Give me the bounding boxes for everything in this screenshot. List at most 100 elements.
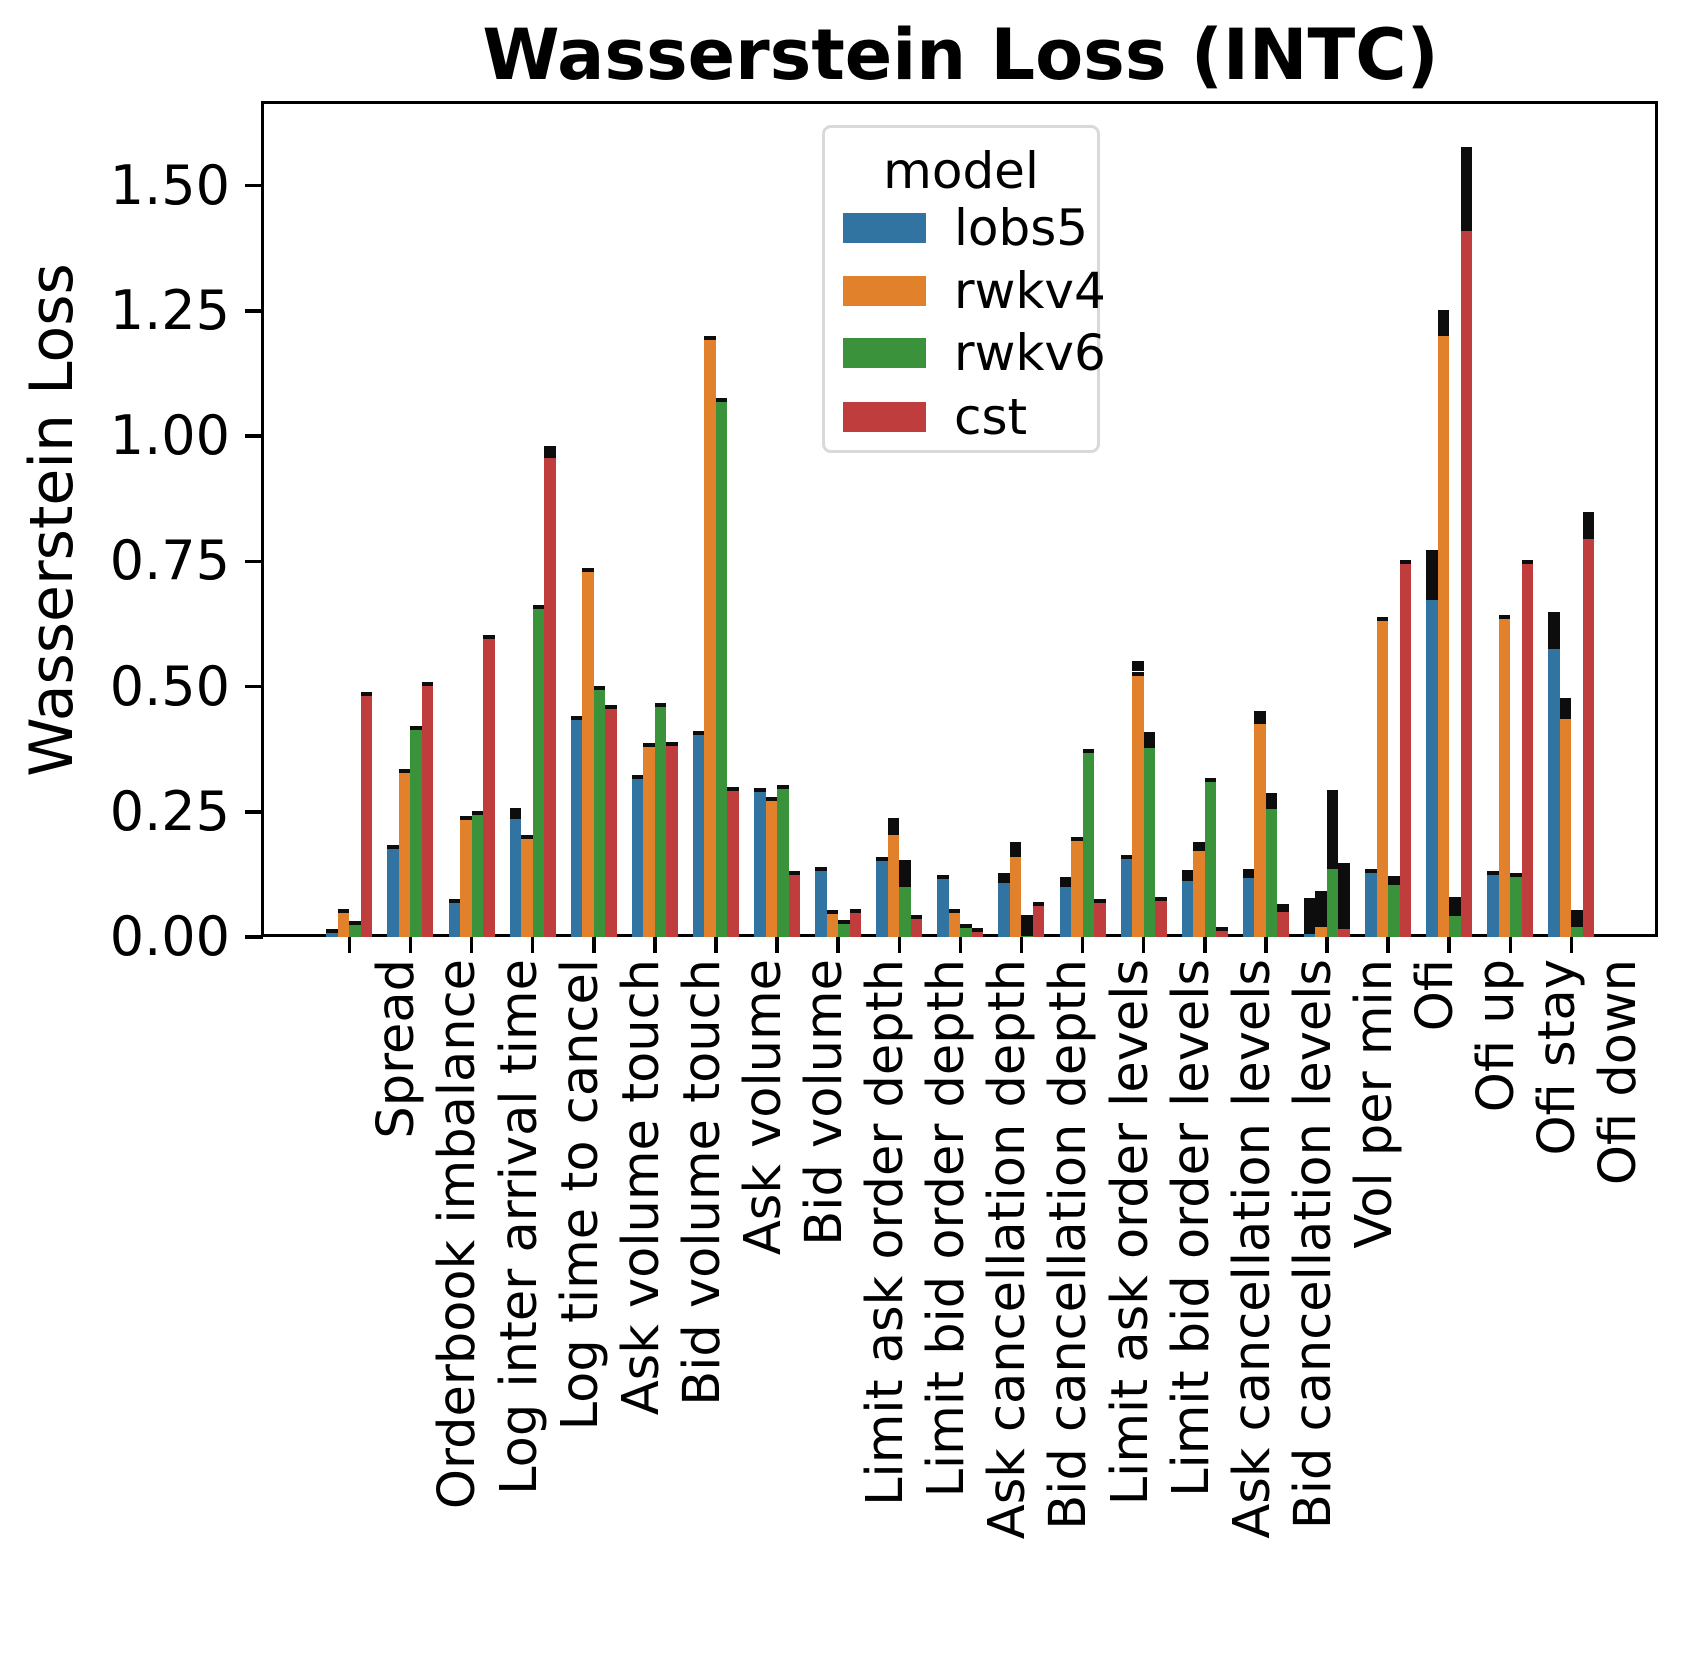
error-bar-rwkv6-13 <box>1143 732 1156 745</box>
error-bar-lobs5-14 <box>1181 870 1194 877</box>
bar-lobs5-1 <box>387 844 399 937</box>
legend: model lobs5 rwkv4 rwkv6 cst <box>822 125 1106 453</box>
x-tick-mark <box>1325 937 1329 953</box>
bar-lobs5-16 <box>1303 930 1316 937</box>
x-tick-mark <box>530 937 535 953</box>
bar-cst-6 <box>727 786 739 937</box>
x-tick-label: Ask volume <box>733 959 793 1256</box>
bar-rwkv6-17 <box>1388 880 1400 937</box>
x-tick-mark <box>775 937 779 953</box>
bar-rwkv4-13 <box>1132 671 1144 937</box>
legend-label-cst: cst <box>954 388 1028 446</box>
x-tick-label: Ofi stay <box>1528 959 1588 1156</box>
bar-cst-2 <box>483 634 495 937</box>
bar-lobs5-2 <box>448 898 460 937</box>
legend-label-rwkv4: rwkv4 <box>954 262 1106 320</box>
bar-lobs5-12 <box>1059 883 1071 937</box>
y-tick-label: 1.25 <box>109 278 230 342</box>
bar-cst-14 <box>1216 926 1228 937</box>
legend-label-lobs5: lobs5 <box>954 199 1089 257</box>
y-tick-mark <box>245 183 263 188</box>
bar-cst-7 <box>788 870 800 937</box>
legend-title: model <box>883 142 1039 200</box>
x-tick-mark <box>836 937 840 953</box>
y-tick-label: 1.50 <box>109 153 230 217</box>
x-tick-mark <box>1080 937 1085 953</box>
bar-rwkv6-13 <box>1143 744 1156 937</box>
x-tick-mark <box>653 937 657 953</box>
bar-rwkv4-2 <box>460 815 472 937</box>
y-tick-label: 0.00 <box>109 905 230 968</box>
error-bar-lobs5-16 <box>1303 897 1316 930</box>
x-tick-label: Ask cancellation levels <box>1222 959 1282 1539</box>
legend-swatch-lobs5 <box>843 213 926 243</box>
bar-cst-12 <box>1094 899 1106 937</box>
bar-lobs5-7 <box>754 788 766 937</box>
bar-rwkv6-12 <box>1082 749 1094 937</box>
bar-lobs5-9 <box>876 856 888 937</box>
bar-rwkv6-20 <box>1571 923 1583 937</box>
bar-cst-19 <box>1521 560 1534 937</box>
bar-rwkv6-9 <box>899 883 911 937</box>
error-bar-cst-3 <box>544 446 556 454</box>
x-tick-mark <box>408 937 413 953</box>
error-bar-rwkv4-16 <box>1315 891 1327 923</box>
bar-rwkv6-11 <box>1021 932 1033 937</box>
error-bar-rwkv6-15 <box>1265 793 1278 806</box>
bar-rwkv4-5 <box>643 743 655 937</box>
x-tick-label: Log inter arrival time <box>489 959 549 1495</box>
bar-cst-3 <box>544 453 556 937</box>
x-tick-label: Ofi <box>1406 959 1465 1032</box>
error-bar-rwkv4-11 <box>1009 841 1022 854</box>
bar-rwkv4-8 <box>826 910 839 937</box>
bar-cst-10 <box>971 927 984 937</box>
legend-entry-cst: cst <box>843 392 1027 442</box>
error-bar-lobs5-15 <box>1242 868 1255 875</box>
x-tick-mark <box>958 937 962 953</box>
error-bar-rwkv6-16 <box>1326 790 1339 865</box>
y-tick-label: 0.75 <box>109 529 230 593</box>
error-bar-rwkv6-20 <box>1571 909 1583 923</box>
bar-lobs5-14 <box>1181 876 1194 937</box>
bar-lobs5-17 <box>1365 869 1377 937</box>
bar-cst-15 <box>1277 908 1289 937</box>
legend-entry-rwkv4: rwkv4 <box>843 266 1106 316</box>
bar-cst-8 <box>849 908 862 937</box>
bar-lobs5-19 <box>1487 870 1499 937</box>
x-tick-mark <box>897 937 901 953</box>
bar-cst-1 <box>421 681 434 937</box>
bar-rwkv4-14 <box>1193 846 1205 937</box>
bar-rwkv4-9 <box>887 830 900 937</box>
bar-lobs5-5 <box>631 775 644 937</box>
x-tick-label: Ofi up <box>1467 959 1527 1113</box>
x-tick-label: Limit ask order depth <box>856 959 916 1506</box>
x-tick-label: Limit ask order levels <box>1100 959 1160 1506</box>
error-bar-rwkv4-20 <box>1559 698 1572 715</box>
legend-swatch-rwkv4 <box>843 276 926 306</box>
bar-lobs5-8 <box>815 866 827 937</box>
y-tick-mark <box>245 810 263 814</box>
x-tick-label: Ofi down <box>1589 959 1649 1186</box>
error-bar-rwkv4-9 <box>887 818 900 831</box>
bar-lobs5-4 <box>570 715 583 937</box>
x-tick-label: Ask volume touch <box>611 959 671 1416</box>
bar-cst-0 <box>360 691 373 937</box>
bar-cst-9 <box>910 915 923 937</box>
error-bar-rwkv6-17 <box>1388 875 1400 881</box>
bar-rwkv4-3 <box>521 834 533 937</box>
bar-lobs5-3 <box>509 815 522 937</box>
error-bar-rwkv6-11 <box>1021 915 1033 932</box>
bar-rwkv4-0 <box>337 909 350 937</box>
legend-entry-lobs5: lobs5 <box>843 203 1088 253</box>
x-tick-mark <box>347 937 352 953</box>
error-bar-rwkv6-18 <box>1449 897 1461 912</box>
x-tick-label: Bid cancellation levels <box>1283 959 1343 1530</box>
x-tick-label: Bid volume <box>795 959 854 1246</box>
bar-rwkv6-2 <box>471 810 483 937</box>
bar-lobs5-13 <box>1120 854 1133 937</box>
bar-rwkv6-5 <box>654 702 667 937</box>
bar-rwkv6-3 <box>532 604 545 937</box>
bar-rwkv6-14 <box>1204 778 1217 937</box>
bar-rwkv6-8 <box>838 919 850 937</box>
bar-rwkv6-7 <box>777 785 789 937</box>
